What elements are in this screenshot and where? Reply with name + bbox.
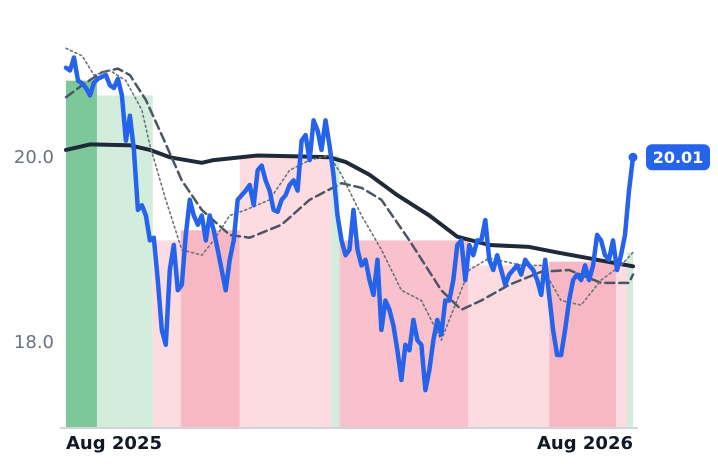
end-label: 20.01 xyxy=(653,148,704,167)
lines: 20.01 xyxy=(63,47,710,393)
band xyxy=(468,265,550,427)
series-line xyxy=(64,142,635,269)
band xyxy=(339,240,469,427)
y-tick-label: 20.0 xyxy=(14,147,54,168)
series-line xyxy=(63,55,636,393)
band xyxy=(66,80,97,427)
x-tick-label: Aug 2025 xyxy=(66,433,162,454)
x-tick-label: Aug 2026 xyxy=(537,433,633,454)
band xyxy=(627,252,633,427)
band xyxy=(96,95,153,427)
end-label-bg xyxy=(646,144,710,171)
bands xyxy=(66,80,633,427)
band xyxy=(331,155,340,427)
band xyxy=(549,261,617,427)
y-tick-label: 18.0 xyxy=(14,332,54,353)
end-dot xyxy=(628,152,638,162)
series-line xyxy=(64,67,635,311)
axes: 18.0 20.0 Aug 2025 Aug 2026 xyxy=(14,147,638,454)
band xyxy=(616,261,628,427)
